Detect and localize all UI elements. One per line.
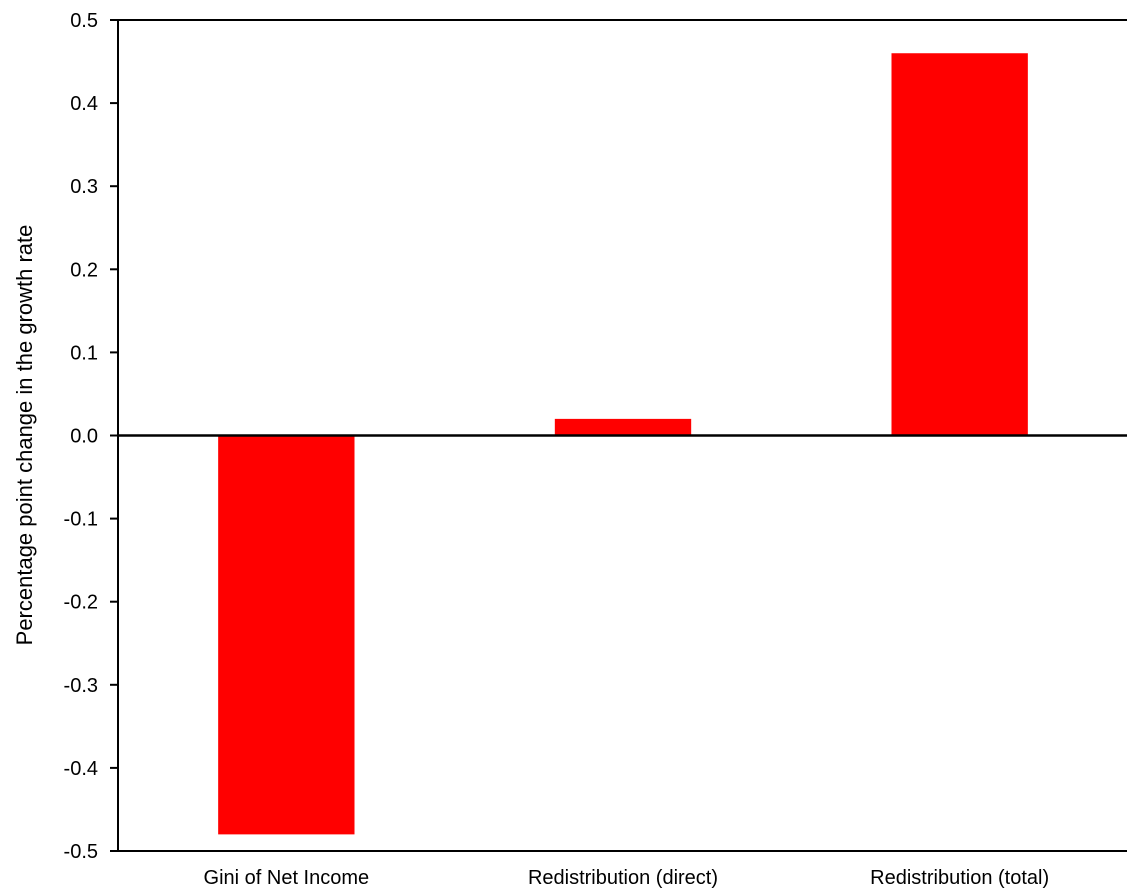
- y-axis-title: Percentage point change in the growth ra…: [12, 225, 37, 646]
- x-category-label: Redistribution (total): [870, 867, 1049, 889]
- y-tick-label: 0.2: [70, 259, 98, 281]
- x-axis-labels: Gini of Net Income Redistribution (direct…: [204, 867, 1050, 889]
- x-category-label: Gini of Net Income: [204, 867, 370, 889]
- y-tick-label: 0.1: [70, 342, 98, 364]
- x-category-label: Redistribution (direct): [528, 867, 718, 889]
- bar-0: [218, 435, 355, 835]
- y-tick-label: 0.3: [70, 176, 98, 198]
- bars: [218, 53, 1028, 835]
- y-tick-label: 0.5: [70, 10, 98, 32]
- bar-2: [891, 53, 1028, 436]
- y-tick-label: -0.2: [64, 592, 98, 614]
- y-axis-ticks: 0.5 0.4 0.3 0.2 0.1 0.0 -0.1 -0.2 -0.3 -0.4 -0.5: [64, 10, 118, 863]
- y-tick-label: -0.1: [64, 509, 98, 531]
- y-tick-label: -0.3: [64, 675, 98, 697]
- bar-1: [554, 418, 692, 436]
- y-tick-label: -0.4: [64, 758, 98, 780]
- y-tick-label: 0.0: [70, 426, 98, 448]
- y-tick-label: 0.4: [70, 93, 98, 115]
- y-tick-label: -0.5: [64, 841, 98, 863]
